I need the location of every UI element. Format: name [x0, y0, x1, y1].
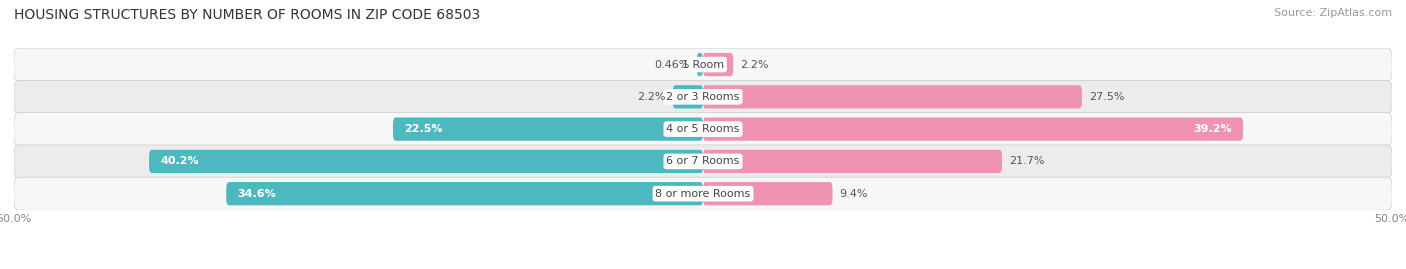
Text: 40.2%: 40.2% — [160, 156, 198, 167]
Text: 2.2%: 2.2% — [740, 59, 769, 70]
FancyBboxPatch shape — [703, 182, 832, 205]
FancyBboxPatch shape — [149, 150, 703, 173]
Text: 4 or 5 Rooms: 4 or 5 Rooms — [666, 124, 740, 134]
Text: 6 or 7 Rooms: 6 or 7 Rooms — [666, 156, 740, 167]
Text: 8 or more Rooms: 8 or more Rooms — [655, 189, 751, 199]
Text: 27.5%: 27.5% — [1088, 92, 1125, 102]
Legend: Owner-occupied, Renter-occupied: Owner-occupied, Renter-occupied — [579, 266, 827, 269]
FancyBboxPatch shape — [672, 85, 703, 108]
FancyBboxPatch shape — [703, 118, 1243, 141]
FancyBboxPatch shape — [392, 118, 703, 141]
Text: 39.2%: 39.2% — [1194, 124, 1232, 134]
Text: 34.6%: 34.6% — [238, 189, 276, 199]
Text: 9.4%: 9.4% — [839, 189, 868, 199]
Text: 2 or 3 Rooms: 2 or 3 Rooms — [666, 92, 740, 102]
FancyBboxPatch shape — [14, 48, 1392, 81]
Text: HOUSING STRUCTURES BY NUMBER OF ROOMS IN ZIP CODE 68503: HOUSING STRUCTURES BY NUMBER OF ROOMS IN… — [14, 8, 481, 22]
Text: Source: ZipAtlas.com: Source: ZipAtlas.com — [1274, 8, 1392, 18]
FancyBboxPatch shape — [14, 113, 1392, 146]
FancyBboxPatch shape — [703, 85, 1083, 108]
FancyBboxPatch shape — [703, 150, 1002, 173]
Text: 22.5%: 22.5% — [404, 124, 443, 134]
FancyBboxPatch shape — [226, 182, 703, 205]
Text: 0.46%: 0.46% — [654, 59, 690, 70]
FancyBboxPatch shape — [14, 177, 1392, 210]
FancyBboxPatch shape — [696, 53, 703, 76]
FancyBboxPatch shape — [14, 80, 1392, 113]
FancyBboxPatch shape — [14, 145, 1392, 178]
Text: 21.7%: 21.7% — [1010, 156, 1045, 167]
Text: 2.2%: 2.2% — [637, 92, 666, 102]
Text: 1 Room: 1 Room — [682, 59, 724, 70]
FancyBboxPatch shape — [703, 53, 734, 76]
